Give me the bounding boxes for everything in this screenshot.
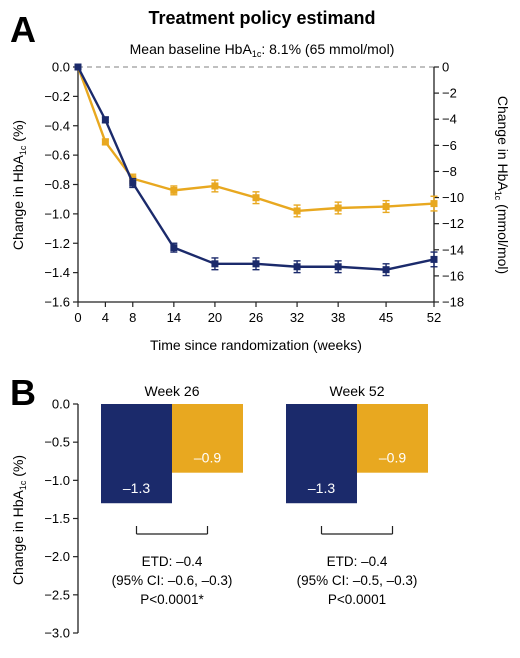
y2-tick-label: −10	[442, 190, 464, 205]
data-point	[334, 263, 342, 271]
x-tick-label: 14	[167, 310, 181, 325]
y2label-suffix: (mmol/mol)	[495, 200, 511, 274]
subtitle-suffix: : 8.1% (65 mmol/mol)	[261, 41, 394, 57]
y-tick-label: −1.4	[44, 265, 70, 280]
bar-y-tick-label: −1.0	[44, 473, 70, 488]
y2-tick-label: −4	[442, 112, 457, 127]
y2-tick-label: 0	[442, 60, 449, 75]
y2-tick-label: −2	[442, 86, 457, 101]
etd-annotation: P<0.0001*	[140, 592, 204, 607]
bar-y-tick-label: −0.5	[44, 435, 70, 450]
y2-tick-label: −16	[442, 268, 464, 283]
y-tick-label: −0.8	[44, 177, 70, 192]
y-tick-label: −0.2	[44, 89, 70, 104]
x-tick-label: 4	[102, 310, 109, 325]
y2label-prefix: Change in HbA	[495, 96, 511, 192]
etd-annotation: (95% CI: –0.5, –0.3)	[297, 573, 418, 588]
panel-b-ylabel: Change in HbA1c (%)	[10, 455, 28, 585]
data-point	[293, 263, 301, 271]
line-plot: 0.0 −0.2 −0.4 −0.6 −0.8 −1.0 −1.2 −1.4 −1.6 0 −2 −4…	[44, 60, 464, 326]
data-point	[382, 266, 390, 274]
x-tick-label: 0	[74, 310, 81, 325]
y-tick-label: −1.6	[44, 295, 70, 310]
x-tick-label: 32	[290, 310, 304, 325]
x-tick-label: 20	[208, 310, 222, 325]
data-point	[430, 200, 438, 208]
data-point	[170, 244, 178, 252]
y-tick-label: −0.4	[44, 118, 70, 133]
etd-annotation: ETD: –0.4	[327, 554, 388, 569]
y-tick-label: −0.6	[44, 148, 70, 163]
panel-a-letter: A	[10, 9, 36, 50]
x-tick-label: 52	[427, 310, 441, 325]
group-label: Week 52	[330, 383, 385, 399]
bar-y-tick-label: −2.0	[44, 549, 70, 564]
b-ylabel-subscript: 1c	[18, 480, 28, 490]
bar-plot: 0.0 −0.5 −1.0 −1.5 −2.0 −2.5 −3.0 Week 26 –1.3 –0…	[44, 383, 428, 641]
bar-y-tick-label: −2.5	[44, 587, 70, 602]
bar-value-label: –0.9	[379, 450, 406, 466]
y-tick-label: −1.2	[44, 236, 70, 251]
x-tick-label: 38	[331, 310, 345, 325]
data-point	[334, 204, 342, 212]
data-point	[74, 63, 82, 71]
y2-tick-label: −14	[442, 242, 464, 257]
data-point	[101, 138, 109, 146]
etd-annotation: ETD: –0.4	[142, 554, 203, 569]
bar-value-label: –0.9	[194, 450, 221, 466]
panel-a-ylabel: Change in HbA1c (%)	[10, 120, 28, 250]
y2-tick-label: −12	[442, 216, 464, 231]
etd-annotation: P<0.0001	[328, 592, 386, 607]
panel-a-subtitle: Mean baseline HbA1c: 8.1% (65 mmol/mol)	[130, 41, 395, 59]
bar-y-tick-label: −3.0	[44, 626, 70, 641]
data-point	[382, 203, 390, 211]
panel-b: B Change in HbA1c (%) 0.0 −0.5 −1.0 −1.5 −2.…	[10, 372, 428, 641]
data-point	[293, 207, 301, 215]
etd-annotation: (95% CI: –0.6, –0.3)	[112, 573, 233, 588]
b-ylabel-prefix: Change in HbA	[10, 489, 26, 585]
panel-a-xlabel: Time since randomization (weeks)	[150, 337, 362, 353]
series-line-2	[76, 66, 435, 213]
ylabel-prefix: Change in HbA	[10, 154, 26, 250]
data-point	[211, 182, 219, 190]
bar-y-tick-label: −1.5	[44, 511, 70, 526]
data-point	[252, 194, 260, 202]
panel-a: A Treatment policy estimand Mean baselin…	[10, 8, 511, 353]
bar	[286, 404, 357, 504]
y-tick-label: 0.0	[52, 60, 70, 75]
x-tick-label: 45	[379, 310, 393, 325]
data-point	[430, 255, 438, 263]
bar-y-tick-label: 0.0	[52, 397, 70, 412]
x-tick-label: 26	[249, 310, 263, 325]
bar-value-label: –1.3	[123, 480, 150, 496]
bar	[357, 404, 428, 473]
y2-tick-label: −18	[442, 295, 464, 310]
panel-a-y2label: Change in HbA1c (mmol/mol)	[493, 96, 511, 274]
panel-a-title: Treatment policy estimand	[148, 8, 375, 28]
data-point	[170, 186, 178, 194]
x-tick-label: 8	[129, 310, 136, 325]
data-point	[252, 260, 260, 268]
y2-tick-label: −8	[442, 164, 457, 179]
data-point	[129, 179, 137, 187]
data-point	[211, 260, 219, 268]
subtitle-subscript: 1c	[252, 49, 262, 59]
bar-value-label: –1.3	[308, 480, 335, 496]
y-tick-label: −1.0	[44, 206, 70, 221]
bar	[172, 404, 243, 473]
panel-b-letter: B	[10, 372, 36, 413]
group-label: Week 26	[145, 383, 200, 399]
ylabel-subscript: 1c	[18, 145, 28, 155]
subtitle-prefix: Mean baseline HbA	[130, 41, 253, 57]
series-line-1	[76, 66, 435, 271]
bar	[101, 404, 172, 504]
data-point	[101, 116, 109, 124]
y2-tick-label: −6	[442, 138, 457, 153]
b-ylabel-suffix: (%)	[10, 455, 26, 481]
y2label-subscript: 1c	[493, 191, 503, 201]
ylabel-suffix: (%)	[10, 120, 26, 146]
